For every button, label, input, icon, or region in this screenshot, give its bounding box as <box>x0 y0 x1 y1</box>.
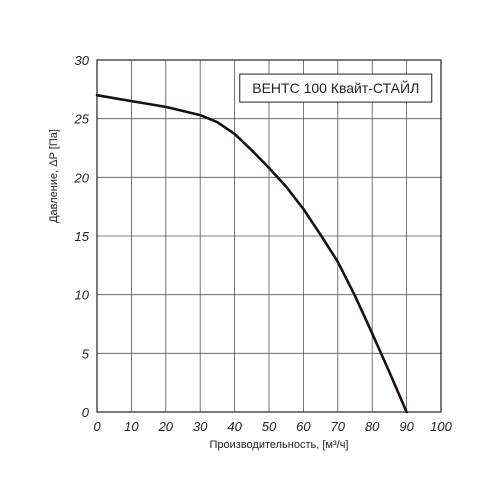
x-tick-label: 10 <box>124 419 139 434</box>
x-tick-label: 0 <box>93 419 101 434</box>
x-tick-label: 20 <box>158 419 174 434</box>
y-tick-label: 25 <box>74 112 90 127</box>
y-tick-label: 5 <box>82 346 90 361</box>
plot-frame <box>96 59 442 413</box>
x-tick-label: 80 <box>365 419 380 434</box>
legend-entry: ВЕНТС 100 Квайт-СТАЙЛ <box>252 79 419 96</box>
x-tick-label: 40 <box>227 419 242 434</box>
x-tick-label: 70 <box>331 419 346 434</box>
x-tick-label: 60 <box>296 419 311 434</box>
y-tick-label: 20 <box>74 170 90 185</box>
x-axis-label: Производительность, [м³/ч] <box>209 439 348 451</box>
series-layer <box>95 93 408 414</box>
x-axis-ticks: 0 10 20 30 40 50 60 70 80 90 100 <box>93 419 452 434</box>
y-tick-label: 30 <box>75 53 90 68</box>
y-axis-ticks: 0 5 10 15 20 25 30 <box>74 53 90 420</box>
y-axis-label: Давление, ΔP [Па] <box>48 129 60 223</box>
y-tick-label: 0 <box>82 405 90 420</box>
x-tick-label: 90 <box>399 419 414 434</box>
legend: ВЕНТС 100 Квайт-СТАЙЛ <box>239 73 433 103</box>
legend-box <box>239 73 433 103</box>
x-tick-label: 30 <box>193 419 208 434</box>
y-tick-label: 15 <box>75 229 90 244</box>
series-line-0 <box>95 93 408 414</box>
x-tick-label: 50 <box>262 419 277 434</box>
x-tick-label: 100 <box>430 419 452 434</box>
y-tick-label: 10 <box>75 288 90 303</box>
grid-lines <box>96 59 442 413</box>
